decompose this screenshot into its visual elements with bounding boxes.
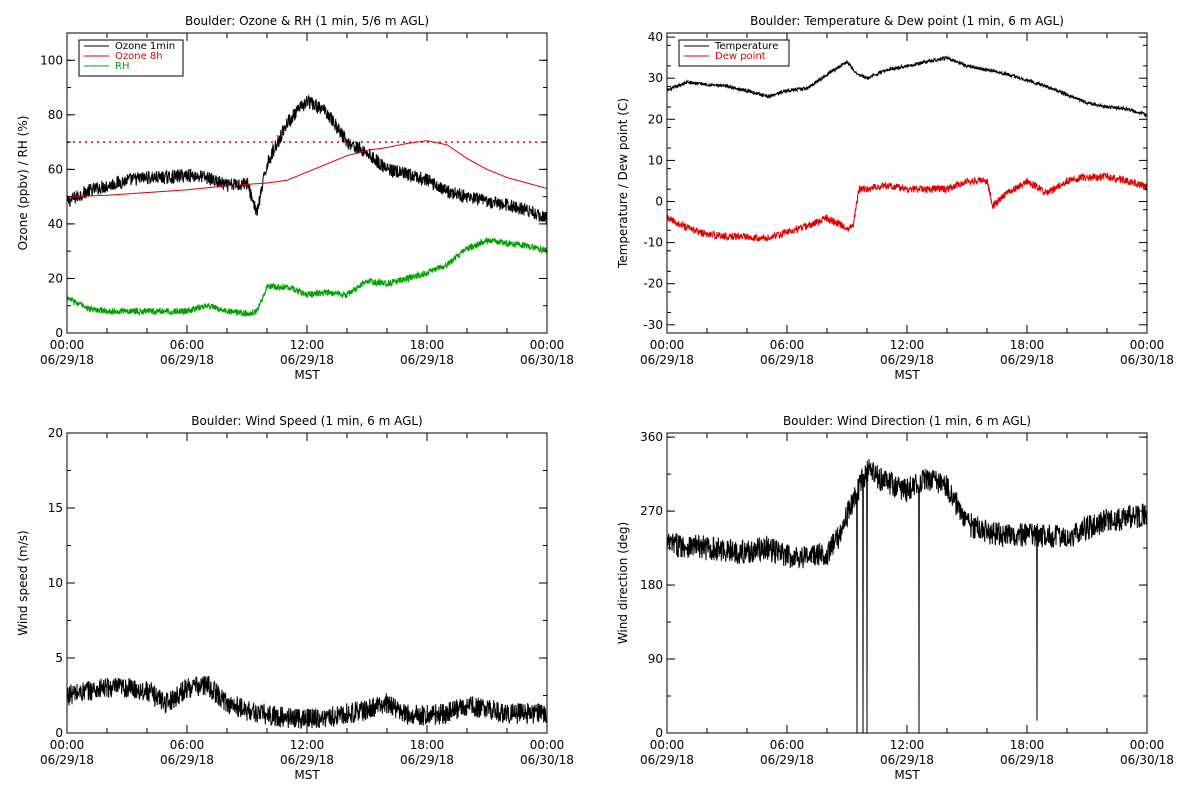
series-line-wind_dir xyxy=(667,458,1147,733)
y-tick-label: 20 xyxy=(48,271,63,285)
x-tick-label-time: 12:00 xyxy=(290,738,325,752)
x-tick-label-date: 06/29/18 xyxy=(280,353,334,367)
x-tick-label-time: 00:00 xyxy=(650,738,685,752)
y-tick-label: 40 xyxy=(648,30,663,44)
x-tick-label-time: 00:00 xyxy=(530,738,565,752)
y-axis-label: Temperature / Dew point (C) xyxy=(616,98,630,269)
x-tick-label-date: 06/29/18 xyxy=(400,353,454,367)
x-tick-label-time: 06:00 xyxy=(770,738,805,752)
x-tick-label-time: 18:00 xyxy=(1010,738,1045,752)
x-tick-label-date: 06/29/18 xyxy=(400,753,454,767)
legend-entry: Temperature xyxy=(714,41,778,52)
legend-entry: RH xyxy=(115,61,129,72)
x-tick-label-time: 12:00 xyxy=(290,338,325,352)
series-line-wind_speed xyxy=(67,675,547,729)
x-tick-label-time: 18:00 xyxy=(410,338,445,352)
legend-entry: Ozone 1min xyxy=(115,41,175,52)
x-tick-label-date: 06/29/18 xyxy=(1000,353,1054,367)
x-tick-label-date: 06/30/18 xyxy=(1120,353,1174,367)
y-tick-label: 60 xyxy=(48,162,63,176)
y-tick-label: 20 xyxy=(648,112,663,126)
y-tick-label: 0 xyxy=(655,194,663,208)
x-tick-label-time: 06:00 xyxy=(770,338,805,352)
x-tick-label-time: 00:00 xyxy=(530,338,565,352)
x-axis-label: MST xyxy=(294,768,320,782)
y-tick-label: 0 xyxy=(55,726,63,740)
y-tick-label: 10 xyxy=(48,576,63,590)
y-tick-label: 10 xyxy=(648,153,663,167)
y-tick-label: 40 xyxy=(48,217,63,231)
y-tick-label: 30 xyxy=(648,71,663,85)
x-tick-label-date: 06/29/18 xyxy=(1000,753,1054,767)
chart-temp: Boulder: Temperature & Dew point (1 min,… xyxy=(616,14,1174,382)
series-line-ozone-1min xyxy=(67,94,547,224)
x-tick-label-date: 06/30/18 xyxy=(520,353,574,367)
x-tick-label-date: 06/29/18 xyxy=(760,753,814,767)
y-axis-label: Wind speed (m/s) xyxy=(16,530,30,635)
y-tick-label: 270 xyxy=(640,504,663,518)
x-tick-label-date: 06/29/18 xyxy=(280,753,334,767)
y-tick-label: 80 xyxy=(48,108,63,122)
series-line-ozone-8h xyxy=(67,140,547,198)
x-axis-label: MST xyxy=(894,768,920,782)
chart-ozone: Boulder: Ozone & RH (1 min, 5/6 m AGL) 0 2… xyxy=(16,14,574,382)
series-line-dew-point xyxy=(667,172,1147,243)
y-tick-label: 15 xyxy=(48,501,63,515)
y-axis-label: Wind direction (deg) xyxy=(616,522,630,644)
y-tick-label: -10 xyxy=(643,236,663,250)
x-tick-label-time: 18:00 xyxy=(410,738,445,752)
chart-title: Boulder: Wind Speed (1 min, 6 m AGL) xyxy=(191,414,423,428)
x-tick-label-date: 06/29/18 xyxy=(40,353,94,367)
plot-frame xyxy=(66,32,548,334)
x-tick-label-date: 06/29/18 xyxy=(40,753,94,767)
x-tick-label-time: 00:00 xyxy=(650,338,685,352)
x-tick-label-date: 06/29/18 xyxy=(160,753,214,767)
x-tick-label-time: 00:00 xyxy=(1130,338,1165,352)
x-tick-label-time: 12:00 xyxy=(890,738,925,752)
legend-entry: Dew point xyxy=(715,51,766,62)
y-tick-label: -30 xyxy=(643,318,663,332)
y-tick-label: 180 xyxy=(640,578,663,592)
x-axis-label: MST xyxy=(894,368,920,382)
chart-wind_dir: Boulder: Wind Direction (1 min, 6 m AGL)… xyxy=(616,414,1174,782)
y-tick-label: 90 xyxy=(648,652,663,666)
x-tick-label-date: 06/29/18 xyxy=(640,353,694,367)
x-tick-label-date: 06/29/18 xyxy=(640,753,694,767)
x-tick-label-date: 06/29/18 xyxy=(160,353,214,367)
series-line-temperature xyxy=(667,55,1147,119)
legend-entry: Ozone 8h xyxy=(115,51,163,62)
series-line-rh xyxy=(67,237,547,317)
y-tick-label: -20 xyxy=(643,277,663,291)
y-tick-label: 0 xyxy=(55,326,63,340)
y-tick-label: 0 xyxy=(655,726,663,740)
y-axis-label: Ozone (ppbv) / RH (%) xyxy=(16,116,30,251)
chart-wind_speed: Boulder: Wind Speed (1 min, 6 m AGL) 0 5 10… xyxy=(16,414,574,782)
x-tick-label-time: 00:00 xyxy=(50,738,85,752)
x-tick-label-date: 06/30/18 xyxy=(1120,753,1174,767)
y-tick-label: 100 xyxy=(40,53,63,67)
x-tick-label-date: 06/29/18 xyxy=(760,353,814,367)
x-tick-label-date: 06/30/18 xyxy=(520,753,574,767)
plot-frame xyxy=(666,432,1148,734)
x-axis-label: MST xyxy=(294,368,320,382)
y-tick-label: 360 xyxy=(640,430,663,444)
chart-title: Boulder: Ozone & RH (1 min, 5/6 m AGL) xyxy=(185,14,429,28)
x-tick-label-time: 06:00 xyxy=(170,738,205,752)
x-tick-label-time: 12:00 xyxy=(890,338,925,352)
chart-title: Boulder: Wind Direction (1 min, 6 m AGL) xyxy=(783,414,1031,428)
y-tick-label: 5 xyxy=(55,651,63,665)
x-tick-label-time: 06:00 xyxy=(170,338,205,352)
chart-title: Boulder: Temperature & Dew point (1 min,… xyxy=(750,14,1064,28)
x-tick-label-time: 00:00 xyxy=(50,338,85,352)
x-tick-label-date: 06/29/18 xyxy=(880,353,934,367)
legend-box xyxy=(678,39,790,67)
x-tick-label-date: 06/29/18 xyxy=(880,753,934,767)
y-tick-label: 20 xyxy=(48,426,63,440)
x-tick-label-time: 18:00 xyxy=(1010,338,1045,352)
plot-frame xyxy=(666,32,1148,334)
x-tick-label-time: 00:00 xyxy=(1130,738,1165,752)
